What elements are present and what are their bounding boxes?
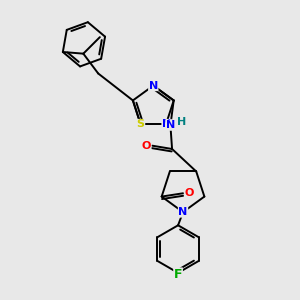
Text: N: N: [178, 207, 188, 217]
Text: O: O: [142, 141, 151, 151]
Text: N: N: [166, 120, 175, 130]
Text: N: N: [162, 119, 171, 129]
Text: O: O: [184, 188, 194, 198]
Text: F: F: [174, 268, 182, 281]
Text: S: S: [137, 119, 145, 129]
Text: N: N: [149, 81, 158, 91]
Text: H: H: [177, 117, 187, 127]
